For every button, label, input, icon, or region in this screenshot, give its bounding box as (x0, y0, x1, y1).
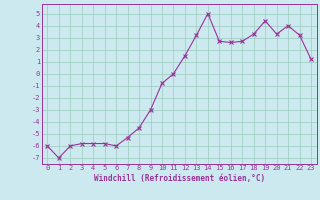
X-axis label: Windchill (Refroidissement éolien,°C): Windchill (Refroidissement éolien,°C) (94, 174, 265, 183)
